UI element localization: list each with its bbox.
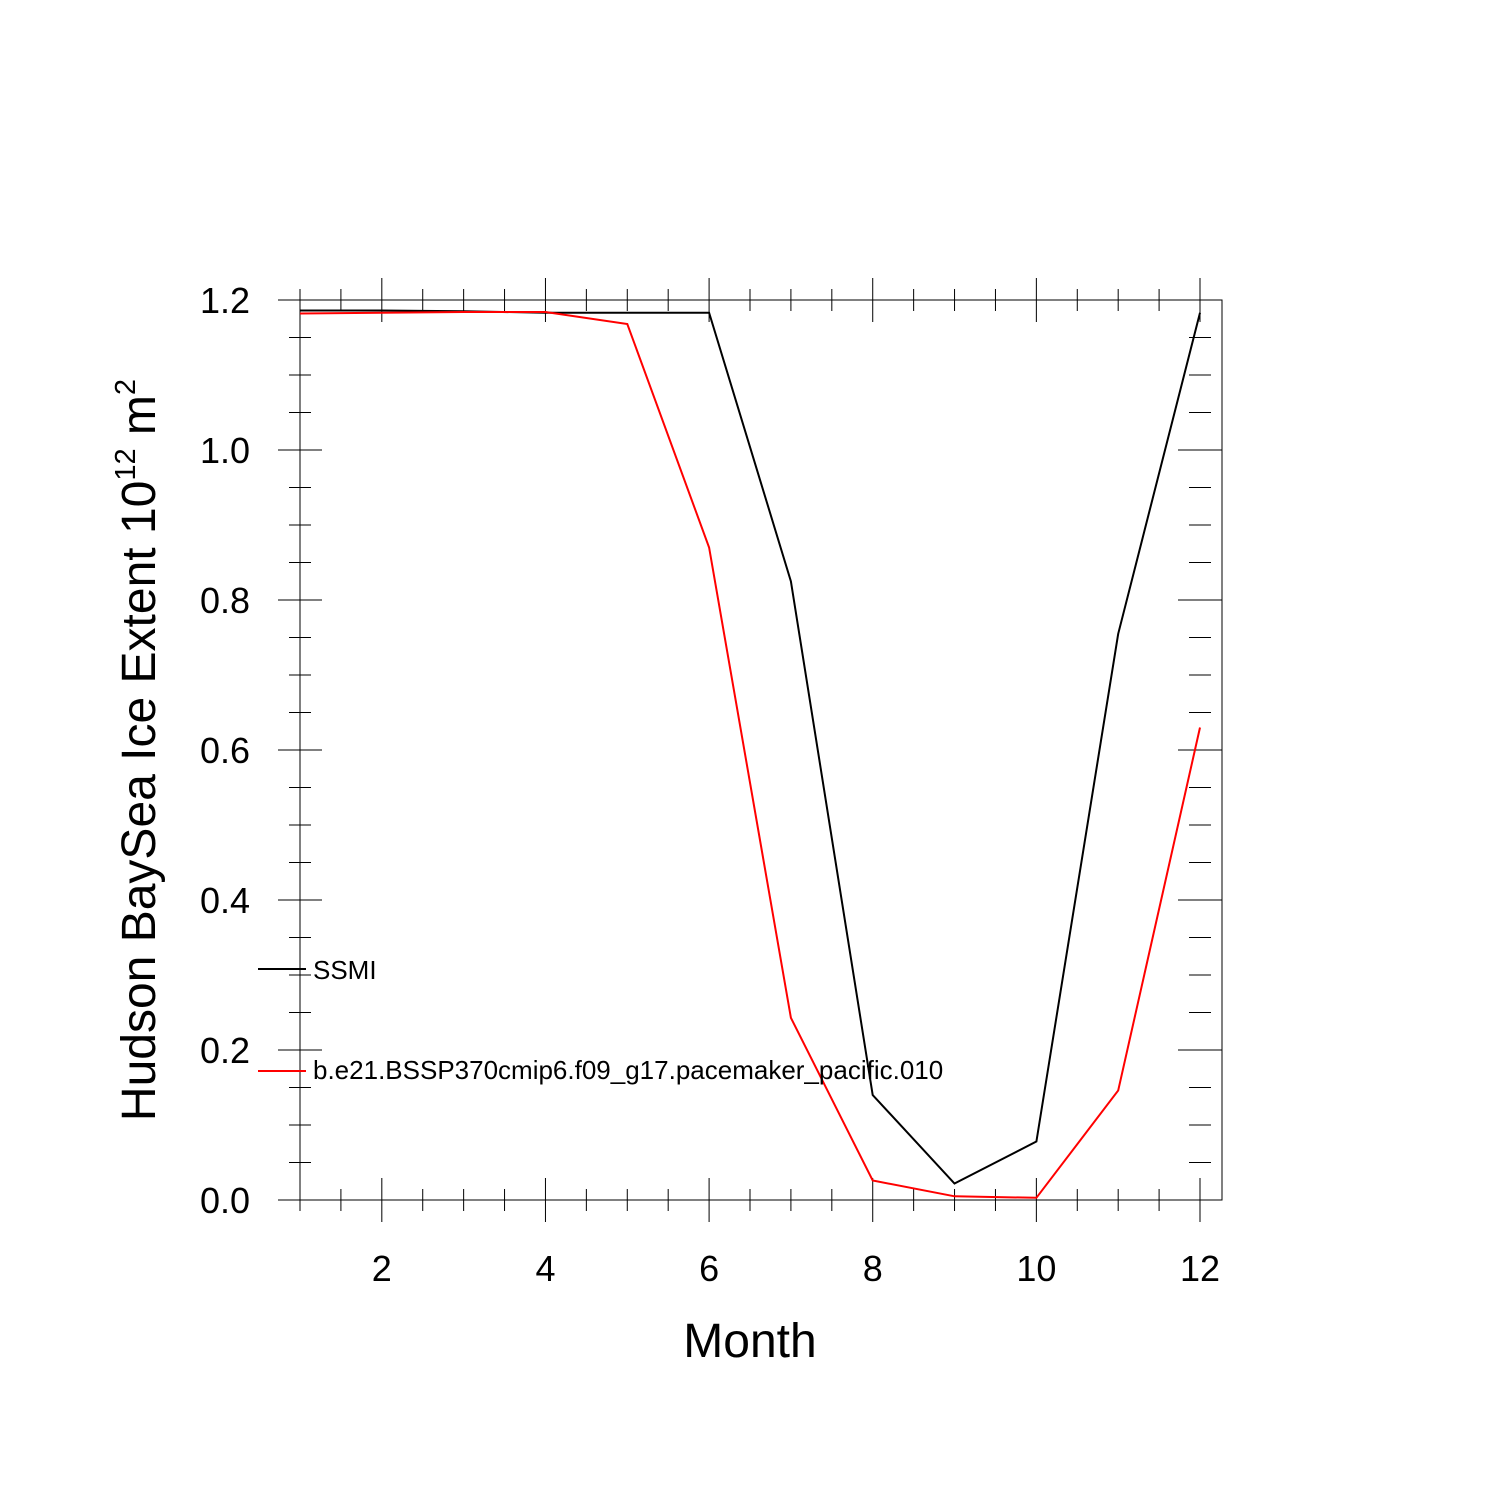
y-tick-label: 0.8: [200, 580, 250, 621]
y-axis-label-prefix: Hudson BaySea Ice Extent 10: [113, 481, 166, 1121]
x-tick-label: 4: [535, 1248, 555, 1289]
y-axis-label-unit: m: [113, 395, 166, 435]
x-tick-label: 6: [699, 1248, 719, 1289]
x-tick-label: 8: [863, 1248, 883, 1289]
legend: SSMI b.e21.BSSP370cmip6.f09_g17.pacemake…: [258, 955, 943, 1085]
x-tick-label: 2: [372, 1248, 392, 1289]
legend-label-ssmi: SSMI: [313, 955, 377, 985]
y-axis-label: Hudson BaySea Ice Extent 1012 m2: [110, 379, 166, 1121]
axis-ticks: [278, 278, 1222, 1222]
x-tick-label: 10: [1016, 1248, 1056, 1289]
x-axis-label: Month: [683, 1315, 816, 1368]
y-tick-label: 0.2: [200, 1030, 250, 1071]
y-tick-label: 0.4: [200, 880, 250, 921]
tick-labels: 2 4 6 8 10 12 0.0 0.2 0.4 0.6 0.8 1.0 1.2: [200, 280, 1220, 1289]
legend-label-model: b.e21.BSSP370cmip6.f09_g17.pacemaker_pac…: [313, 1055, 943, 1085]
y-tick-label: 1.2: [200, 280, 250, 321]
y-tick-label: 0.6: [200, 730, 250, 771]
y-tick-label: 1.0: [200, 430, 250, 471]
series-line-ssmi: [300, 309, 1201, 1185]
svg-text:Hudson BaySea Ice Extent 1012: Hudson BaySea Ice Extent 1012 m2: [110, 379, 166, 1121]
y-axis-label-unit-exponent: 2: [110, 379, 142, 395]
series-lines: [299, 309, 1201, 1199]
y-axis-label-exponent: 12: [110, 448, 142, 480]
x-tick-label: 12: [1180, 1248, 1220, 1289]
series-line-model: [299, 311, 1201, 1199]
y-tick-label: 0.0: [200, 1180, 250, 1221]
